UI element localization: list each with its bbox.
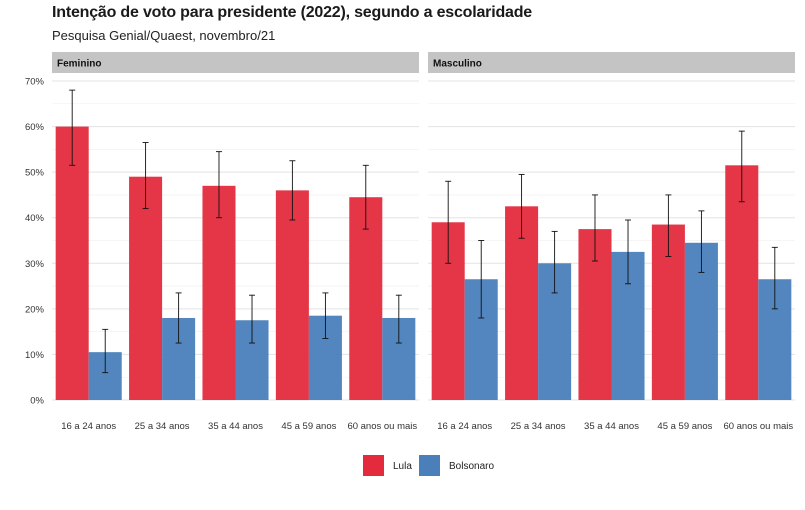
x-tick-label: 25 a 34 anos bbox=[511, 421, 566, 432]
bar bbox=[55, 126, 89, 401]
chart-title: Intenção de voto para presidente (2022),… bbox=[52, 4, 532, 21]
bar bbox=[349, 197, 383, 400]
facet-label: Masculino bbox=[433, 59, 482, 70]
x-tick-label: 35 a 44 anos bbox=[208, 421, 263, 432]
x-tick-label: 60 anos ou mais bbox=[723, 421, 793, 432]
x-tick-label: 45 a 59 anos bbox=[657, 421, 712, 432]
legend-swatch bbox=[363, 455, 384, 476]
bar bbox=[129, 176, 163, 400]
legend-label: Bolsonaro bbox=[449, 461, 494, 472]
y-tick-label: 60% bbox=[25, 122, 45, 133]
bar bbox=[202, 185, 236, 400]
y-tick-label: 20% bbox=[25, 304, 45, 315]
facet-strip bbox=[428, 52, 795, 73]
x-tick-label: 35 a 44 anos bbox=[584, 421, 639, 432]
legend-label: Lula bbox=[393, 461, 412, 472]
facet-label: Feminino bbox=[57, 59, 101, 70]
x-tick-label: 16 a 24 anos bbox=[437, 421, 492, 432]
y-tick-label: 30% bbox=[25, 259, 45, 270]
x-tick-label: 60 anos ou mais bbox=[347, 421, 417, 432]
x-tick-label: 16 a 24 anos bbox=[61, 421, 116, 432]
legend-swatch bbox=[419, 455, 440, 476]
bar bbox=[275, 190, 309, 400]
y-tick-label: 0% bbox=[30, 396, 44, 407]
bar bbox=[725, 165, 759, 400]
y-tick-label: 40% bbox=[25, 213, 45, 224]
chart-subtitle: Pesquisa Genial/Quaest, novembro/21 bbox=[52, 28, 276, 43]
x-tick-label: 25 a 34 anos bbox=[135, 421, 190, 432]
y-tick-label: 50% bbox=[25, 168, 45, 179]
facet-strip bbox=[52, 52, 419, 73]
x-tick-label: 45 a 59 anos bbox=[281, 421, 336, 432]
y-tick-label: 70% bbox=[25, 77, 45, 88]
y-tick-label: 10% bbox=[25, 350, 45, 361]
